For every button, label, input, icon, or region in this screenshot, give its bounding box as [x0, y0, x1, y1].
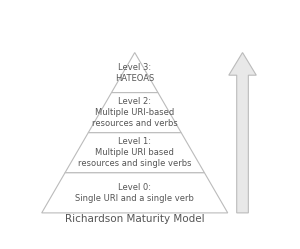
- Text: Richardson Maturity Model: Richardson Maturity Model: [65, 214, 205, 224]
- Text: Level 3:
HATEOAS: Level 3: HATEOAS: [115, 62, 154, 83]
- Polygon shape: [42, 173, 228, 213]
- Polygon shape: [112, 53, 158, 93]
- Text: Level 2:
Multiple URI-based
resources and verbs: Level 2: Multiple URI-based resources an…: [92, 97, 178, 128]
- FancyArrow shape: [229, 53, 256, 213]
- Text: Level 1:
Multiple URI based
resources and single verbs: Level 1: Multiple URI based resources an…: [78, 137, 191, 168]
- Polygon shape: [65, 133, 205, 173]
- Polygon shape: [88, 93, 181, 133]
- Text: Level 0:
Single URI and a single verb: Level 0: Single URI and a single verb: [75, 183, 194, 203]
